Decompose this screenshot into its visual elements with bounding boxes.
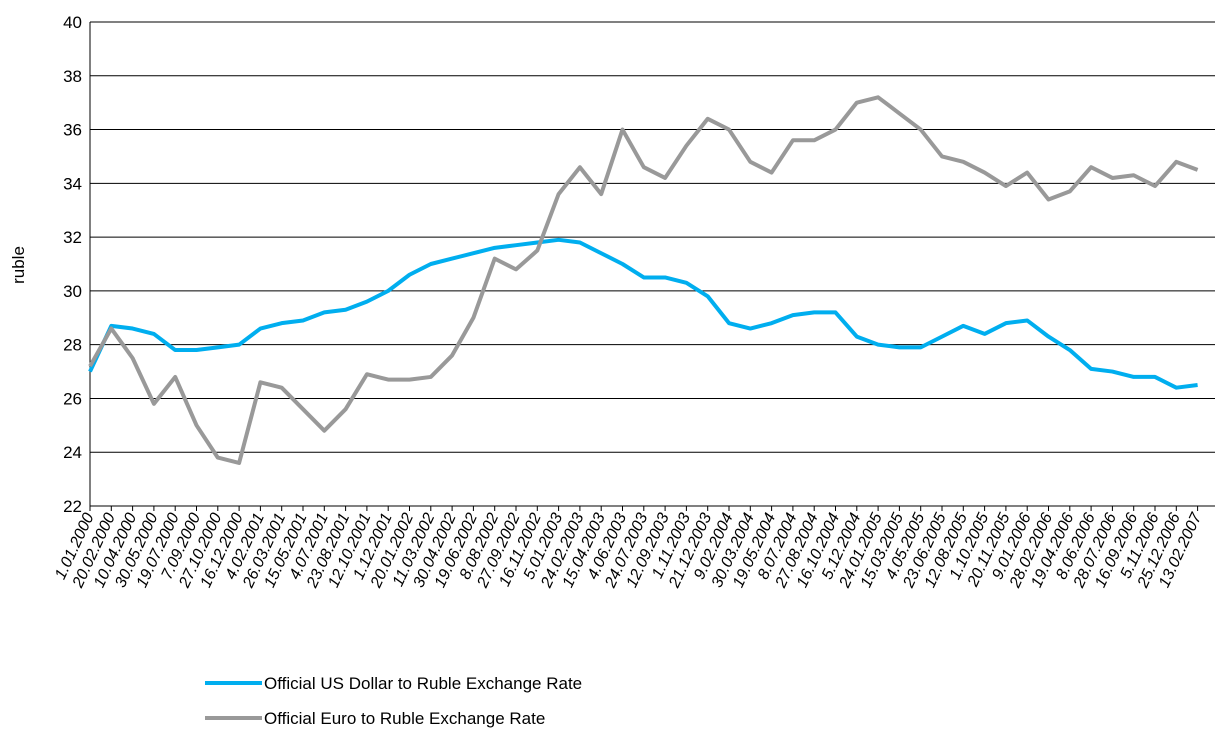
y-tick-label: 38 xyxy=(63,67,82,86)
series-line xyxy=(88,95,1199,465)
y-tick-label: 30 xyxy=(63,282,82,301)
legend-label: Official Euro to Ruble Exchange Rate xyxy=(264,709,545,728)
y-tick-label: 22 xyxy=(63,497,82,516)
y-tick-label: 24 xyxy=(63,443,82,462)
y-axis-label: ruble xyxy=(9,246,28,284)
legend-label: Official US Dollar to Ruble Exchange Rat… xyxy=(264,674,582,693)
y-tick-label: 28 xyxy=(63,336,82,355)
series-line xyxy=(88,237,1198,390)
y-tick-label: 36 xyxy=(63,121,82,140)
y-tick-label: 32 xyxy=(63,228,82,247)
y-tick-label: 34 xyxy=(63,174,82,193)
y-tick-label: 26 xyxy=(63,389,82,408)
y-tick-label: 40 xyxy=(63,13,82,32)
